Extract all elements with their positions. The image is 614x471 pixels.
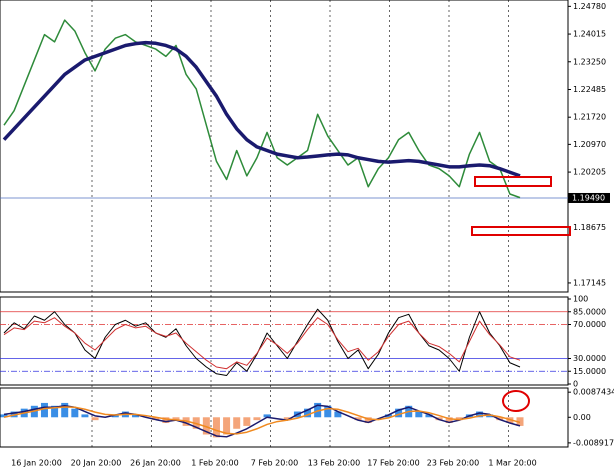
highlight-box [474,176,552,187]
x-tick-label: 16 Jan 20:00 [11,459,62,468]
histogram-bar [283,417,291,421]
histogram-bar [111,414,119,418]
y-tick-label: 1.20205 [573,168,606,177]
histogram-bar [61,402,69,418]
histogram-bar [202,417,210,435]
y-tick-label: 1.17145 [573,278,606,287]
histogram-bar [354,417,362,421]
y-tick-label: 1.24015 [573,30,606,39]
x-tick-label: 26 Jan 20:00 [130,459,181,468]
histogram-bar [324,405,332,418]
histogram-bar [0,414,8,418]
y-tick-label: 15.0000 [573,367,606,376]
x-tick-label: 20 Jan 20:00 [71,459,122,468]
y-tick-label: 1.22485 [573,85,606,94]
histogram-bar [364,417,372,424]
histogram-bar [212,417,220,438]
histogram-bar [455,417,463,421]
y-tick-label: 100 [573,295,588,304]
histogram-bar [71,408,79,418]
histogram-bar [425,414,433,418]
series-line [3,404,521,438]
histogram-bar [395,408,403,418]
x-tick-label: 23 Feb 20:00 [427,459,479,468]
highlight-box [471,226,571,236]
series-line [3,19,521,199]
y-tick-label: 85.0000 [573,307,606,316]
histogram-bar [496,417,504,421]
y-tick-label: 30.0000 [573,354,606,363]
x-tick-label: 17 Feb 20:00 [367,459,419,468]
histogram-bar [132,414,140,418]
y-tick-label: 70.0000 [573,320,606,329]
y-tick-label: 0.0087434 [573,388,614,397]
histogram-bar [334,411,342,418]
price-panel [0,0,569,293]
x-tick-label: 1 Feb 20:00 [191,459,238,468]
histogram-bar [516,417,524,426]
y-tick-label: 1.23250 [573,57,606,66]
histogram-bar [172,417,180,421]
histogram-bar [91,417,99,421]
y-tick-label: 1.24780 [573,2,606,11]
histogram-bar [40,402,48,418]
y-tick-label: -0.008917 [573,438,614,447]
series-line [3,317,521,370]
histogram-bar [233,417,241,429]
histogram-bar [263,414,271,418]
histogram-bar [486,414,494,418]
series-line [3,406,521,435]
series-line [2,40,521,178]
histogram-bar [384,414,392,418]
histogram-bar [445,417,453,424]
y-tick-label: 1.20970 [573,140,606,149]
histogram-bar [152,417,160,421]
y-tick-label: 0.00 [573,413,591,422]
x-tick-label: 13 Feb 20:00 [308,459,360,468]
y-tick-label: 0 [573,380,578,389]
price-label: 1.19490 [572,193,605,202]
histogram-bar [415,411,423,418]
y-tick-label: 1.18675 [573,223,606,232]
histogram-bar [476,411,484,418]
price-box [568,192,610,203]
y-tick-label: 1.21720 [573,113,606,122]
histogram-bar [435,417,443,421]
histogram-bar [162,417,170,424]
x-tick-label: 1 Mar 20:00 [488,459,536,468]
oscillator-panel [0,296,569,386]
series-line [3,308,521,376]
highlight-circle [502,390,530,412]
histogram-bar [304,408,312,418]
histogram-bar [81,414,89,418]
histogram-bar [314,402,322,418]
histogram-bar [51,405,59,418]
histogram-bar [223,417,231,435]
x-tick-label: 7 Feb 20:00 [251,459,298,468]
histogram-bar [253,417,261,421]
histogram-bar [243,417,251,426]
